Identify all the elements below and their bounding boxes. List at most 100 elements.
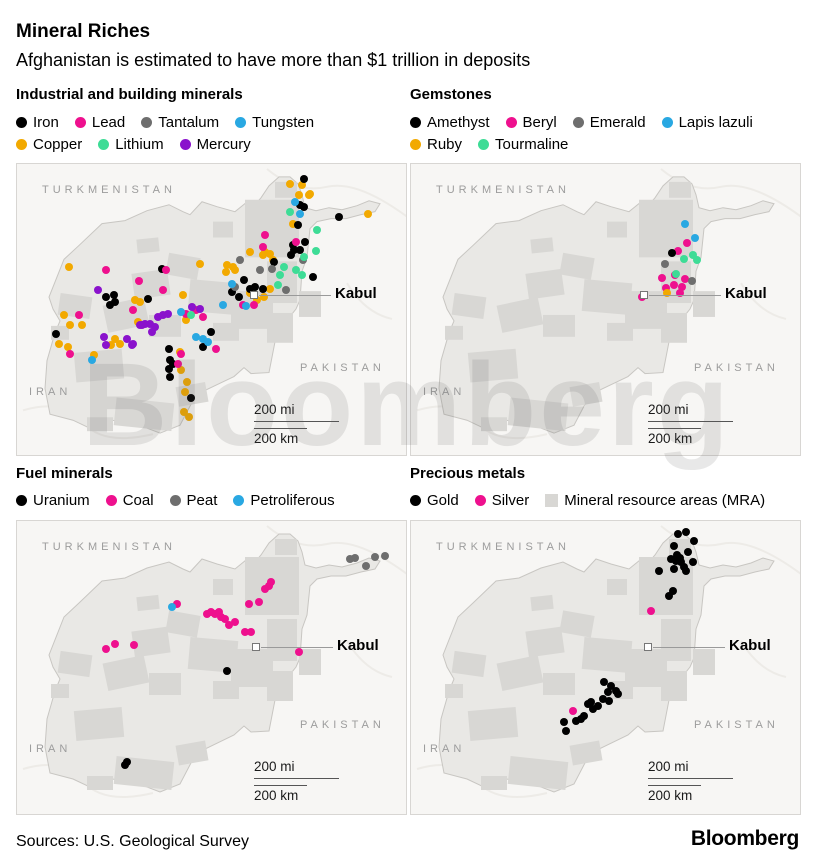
dot-lithium — [300, 253, 308, 261]
map-canvas: TURKMENISTAN IRAN PAKISTAN Kabul 200 mi … — [410, 519, 801, 815]
scale-km-line — [648, 428, 701, 429]
kabul-label: Kabul — [337, 636, 379, 654]
scale-km-label: 200 km — [254, 431, 299, 446]
legend-item-tantalum: Tantalum — [141, 114, 219, 131]
scale-mi-label: 200 mi — [648, 402, 689, 417]
dot-iron — [300, 175, 308, 183]
kabul-marker — [644, 642, 652, 651]
dot-iron — [144, 295, 152, 303]
afghanistan-basemap — [22, 524, 406, 798]
dot-mercury — [94, 286, 102, 294]
legend-label: Gold — [427, 492, 459, 510]
legend-label: Amethyst — [427, 113, 490, 131]
label-turkmenistan: TURKMENISTAN — [436, 184, 570, 196]
scale-km-label: 200 km — [648, 787, 693, 803]
dot-copper — [180, 408, 188, 416]
dot-mercury — [164, 310, 172, 318]
dot-tungsten — [204, 338, 212, 346]
dot-iron — [166, 373, 174, 381]
label-pakistan: PAKISTAN — [300, 718, 385, 731]
dot-copper — [289, 220, 297, 228]
dot-gold — [614, 689, 622, 698]
legend-label: Emerald — [589, 113, 646, 131]
label-turkmenistan: TURKMENISTAN — [42, 184, 176, 196]
dot-copper — [64, 343, 72, 351]
scale-mi-label: 200 mi — [254, 758, 295, 774]
dot-lead — [261, 231, 269, 239]
dot-mercury — [146, 320, 154, 328]
dot-iron — [335, 213, 343, 221]
uranium-dot-swatch — [16, 495, 27, 507]
dot-iron — [207, 328, 215, 336]
mineral-dots-layer — [17, 521, 406, 814]
dot-lithium — [313, 226, 321, 234]
dot-coal — [231, 617, 239, 626]
legend-item-tungsten: Tungsten — [235, 114, 314, 131]
dot-lithium — [298, 271, 306, 279]
dot-coal — [225, 620, 233, 629]
dot-iron — [287, 251, 295, 259]
dot-lead — [135, 277, 143, 285]
dot-mercury — [148, 328, 156, 336]
legend-label: Petroliferous — [250, 492, 335, 510]
dot-copper — [266, 285, 274, 293]
iron-dot-swatch — [16, 116, 27, 128]
dot-iron — [290, 246, 298, 254]
dot-iron — [251, 283, 259, 291]
dot-mercury — [100, 333, 108, 341]
dot-gold — [655, 566, 663, 575]
label-iran: IRAN — [29, 742, 72, 755]
dot-copper — [260, 293, 268, 301]
dot-tantalum — [268, 265, 276, 273]
dot-iron — [169, 360, 177, 368]
dot-coal — [261, 584, 269, 593]
dot-coal — [245, 599, 253, 608]
dot-lead — [259, 243, 267, 251]
dot-lead — [292, 238, 300, 246]
panel-title: Gemstones — [410, 86, 492, 104]
dot-gold — [673, 550, 681, 559]
dot-copper — [55, 340, 63, 348]
dot-gold — [594, 701, 602, 710]
kabul-label: Kabul — [335, 285, 377, 302]
legend-row: Iron Lead Tantalum Tungsten — [16, 111, 407, 133]
dot-copper — [229, 263, 237, 271]
dot-tungsten — [88, 356, 96, 364]
legend-item-petroliferous: Petroliferous — [233, 492, 335, 510]
dot-copper — [222, 268, 230, 276]
terrain-contour — [346, 282, 393, 320]
dot-mercury — [141, 320, 149, 328]
dot-tungsten — [228, 280, 236, 288]
dot-tungsten — [219, 301, 227, 309]
dot-iron — [199, 343, 207, 351]
scale-bar: 200 mi 200 km — [254, 402, 339, 447]
label-iran: IRAN — [423, 386, 466, 398]
dot-gold — [560, 717, 568, 726]
amethyst-dot-swatch — [410, 116, 421, 128]
dot-copper — [111, 335, 119, 343]
dot-tungsten — [192, 333, 200, 341]
beryl-dot-swatch — [505, 116, 517, 128]
dot-coal — [215, 607, 223, 616]
dot-lithium — [286, 208, 294, 216]
dot-lithium — [280, 263, 288, 271]
map-canvas: TURKMENISTAN IRAN PAKISTAN Kabul 200 mi … — [16, 519, 407, 815]
legend-label: Iron — [33, 113, 59, 131]
dot-beryl — [674, 247, 682, 255]
dot-peat — [346, 554, 354, 563]
kabul-leader-line — [259, 295, 331, 296]
legend-label: Copper — [33, 135, 83, 153]
dot-mercury — [123, 335, 131, 343]
dot-copper — [266, 250, 274, 258]
dot-lead — [174, 360, 182, 368]
dot-copper — [183, 378, 191, 386]
dot-gold — [599, 694, 607, 703]
dot-iron — [110, 291, 118, 299]
dot-lithium — [187, 311, 195, 319]
legend-row: Gold Silver Mineral resource areas (MRA) — [410, 490, 801, 512]
dot-iron — [111, 298, 119, 306]
legend-item-lithium: Lithium — [98, 136, 164, 153]
dot-copper — [90, 351, 98, 359]
label-iran: IRAN — [29, 386, 72, 398]
